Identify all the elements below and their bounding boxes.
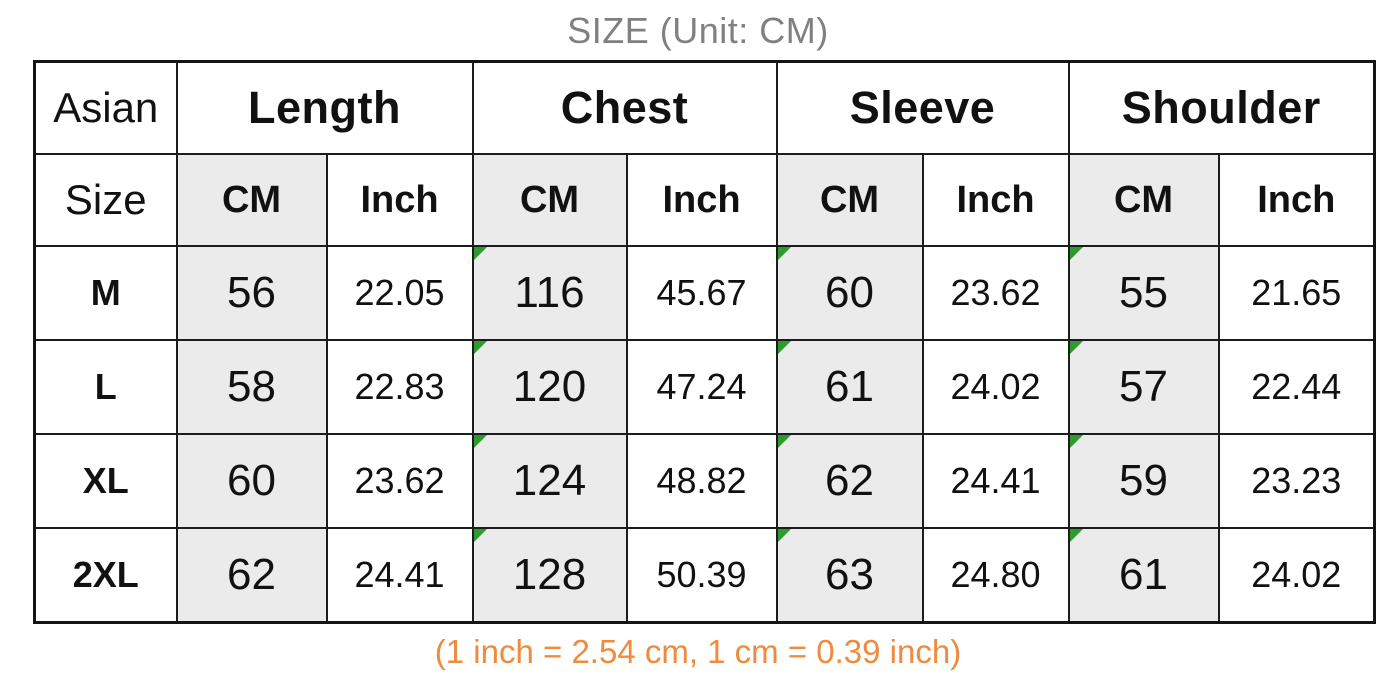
length-cm-value: 60 (175, 433, 328, 529)
chest-inch-value: 50.39 (625, 527, 778, 624)
page-title: SIZE (Unit: CM) (567, 10, 829, 51)
shoulder-cm-value: 61 (1067, 527, 1220, 624)
sleeve-inch-header: Inch (921, 153, 1070, 247)
length-inch-header: Inch (325, 153, 474, 247)
length-cm-value: 56 (175, 245, 328, 341)
sleeve-cm-value: 60 (775, 245, 924, 341)
sleeve-cm-value: 63 (775, 527, 924, 624)
sleeve-cm-header: CM (775, 153, 924, 247)
header-group-row: Asian Length Chest Sleeve Shoulder (33, 60, 1376, 155)
chest-inch-value: 45.67 (625, 245, 778, 341)
shoulder-inch-value: 24.02 (1217, 527, 1376, 624)
sleeve-inch-value: 23.62 (921, 245, 1070, 341)
length-inch-value: 22.83 (325, 339, 474, 435)
length-inch-value: 24.41 (325, 527, 474, 624)
group-header-chest: Chest (471, 60, 778, 155)
shoulder-inch-header: Inch (1217, 153, 1376, 247)
conversion-note: (1 inch = 2.54 cm, 1 cm = 0.39 inch) (434, 633, 962, 670)
length-inch-value: 22.05 (325, 245, 474, 341)
size-label: XL (33, 433, 178, 529)
size-column-header: Size (33, 153, 178, 247)
sleeve-cm-value: 61 (775, 339, 924, 435)
chest-cm-value: 124 (471, 433, 628, 529)
table-row-l: L 58 22.83 120 47.24 61 24.02 57 22.44 (33, 339, 1376, 435)
sleeve-cm-value: 62 (775, 433, 924, 529)
corner-asian-label: Asian (33, 60, 178, 155)
length-cm-header: CM (175, 153, 328, 247)
table-row-m: M 56 22.05 116 45.67 60 23.62 55 21.65 (33, 245, 1376, 341)
chest-inch-value: 47.24 (625, 339, 778, 435)
shoulder-cm-header: CM (1067, 153, 1220, 247)
sleeve-inch-value: 24.41 (921, 433, 1070, 529)
chest-inch-header: Inch (625, 153, 778, 247)
length-cm-value: 58 (175, 339, 328, 435)
size-table: Asian Length Chest Sleeve Shoulder Size … (33, 60, 1377, 624)
group-header-sleeve: Sleeve (775, 60, 1070, 155)
sleeve-inch-value: 24.80 (921, 527, 1070, 624)
chest-cm-value: 128 (471, 527, 628, 624)
chest-cm-value: 116 (471, 245, 628, 341)
shoulder-cm-value: 55 (1067, 245, 1220, 341)
table-row-xl: XL 60 23.62 124 48.82 62 24.41 59 23.23 (33, 433, 1376, 529)
size-label: M (33, 245, 178, 341)
length-inch-value: 23.62 (325, 433, 474, 529)
group-header-length: Length (175, 60, 474, 155)
chest-inch-value: 48.82 (625, 433, 778, 529)
shoulder-inch-value: 23.23 (1217, 433, 1376, 529)
chest-cm-header: CM (471, 153, 628, 247)
header-unit-row: Size CM Inch CM Inch CM Inch CM Inch (33, 153, 1376, 247)
length-cm-value: 62 (175, 527, 328, 624)
size-label: L (33, 339, 178, 435)
shoulder-cm-value: 57 (1067, 339, 1220, 435)
size-chart-page: SIZE (Unit: CM) Asian Length Chest Sleev… (0, 10, 1396, 671)
table-row-2xl: 2XL 62 24.41 128 50.39 63 24.80 61 24.02 (33, 527, 1376, 624)
size-label: 2XL (33, 527, 178, 624)
shoulder-cm-value: 59 (1067, 433, 1220, 529)
shoulder-inch-value: 21.65 (1217, 245, 1376, 341)
shoulder-inch-value: 22.44 (1217, 339, 1376, 435)
sleeve-inch-value: 24.02 (921, 339, 1070, 435)
chest-cm-value: 120 (471, 339, 628, 435)
group-header-shoulder: Shoulder (1067, 60, 1376, 155)
